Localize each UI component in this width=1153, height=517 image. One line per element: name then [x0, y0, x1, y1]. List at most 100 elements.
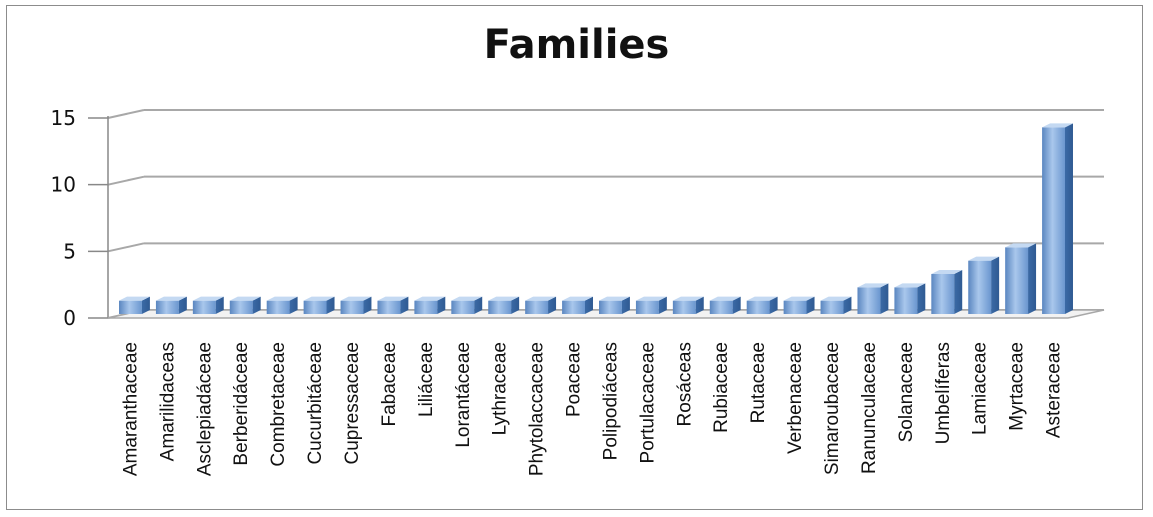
bar: [635, 300, 659, 314]
x-tick-label: Rutaceae: [748, 342, 769, 423]
x-tick-label: Fabaceae: [379, 342, 400, 427]
bar: [746, 300, 770, 314]
x-tick-label: Polipodiáceas: [600, 342, 621, 460]
bar-side: [991, 256, 1000, 314]
bar: [155, 300, 179, 314]
bar: [340, 300, 364, 314]
x-tick-label: Poaceae: [564, 342, 585, 417]
bar: [931, 274, 955, 314]
x-tick-label: Rosáceas: [674, 342, 695, 427]
bar-side: [732, 296, 741, 314]
bar-top: [857, 283, 889, 288]
bar-top: [119, 296, 150, 301]
bar-top: [562, 296, 593, 301]
bar-side: [917, 283, 926, 314]
y-tick-label: 10: [51, 173, 76, 197]
bar-side: [621, 296, 630, 314]
y-tick-label: 15: [51, 106, 76, 130]
bar: [377, 300, 401, 314]
bar: [894, 287, 918, 314]
x-tick-label: Simaroubaceae: [822, 342, 843, 475]
bar: [192, 300, 216, 314]
bar-side: [400, 296, 409, 314]
y-tick-label: 0: [63, 306, 76, 330]
bar: [414, 300, 438, 314]
bar-top: [968, 256, 1000, 261]
bar-top: [783, 296, 815, 301]
bar: [857, 287, 881, 314]
bar-side: [880, 283, 889, 314]
chart-frame: [6, 5, 1143, 510]
bar-top: [414, 296, 446, 301]
bar-side: [1064, 123, 1073, 314]
bar-side: [843, 296, 852, 314]
x-tick-label: Amaranthaceae: [120, 342, 141, 476]
bar-top: [155, 296, 187, 301]
y-tick-label: 5: [63, 239, 76, 263]
x-tick-label: Lamiaceae: [970, 342, 991, 435]
x-tick-label: Phytolaccaceae: [527, 342, 548, 476]
bar-top: [1042, 123, 1073, 128]
bar-side: [584, 296, 593, 314]
x-tick-label: Cupressaceae: [342, 342, 363, 465]
bar-top: [635, 296, 667, 301]
bar-top: [451, 296, 483, 301]
bar-side: [326, 296, 335, 314]
bar: [525, 300, 549, 314]
bar: [820, 300, 844, 314]
bar: [303, 300, 327, 314]
bar: [229, 300, 253, 314]
bar: [1042, 127, 1065, 314]
bar-side: [695, 296, 704, 314]
bar-top: [931, 270, 963, 274]
x-tick-label: Combretaceae: [268, 342, 289, 467]
bar-side: [511, 296, 520, 314]
bar-side: [437, 296, 446, 314]
gridline-side: [107, 242, 145, 253]
bar: [562, 300, 585, 314]
bar: [1005, 247, 1029, 314]
bar: [709, 300, 733, 314]
bar-side: [548, 296, 557, 314]
bar: [119, 300, 142, 314]
bar-side: [1028, 243, 1037, 314]
bar-side: [289, 296, 298, 314]
chart-title: Families: [483, 22, 670, 68]
x-tick-label: Lythraceae: [490, 342, 511, 435]
x-tick-label: Rubiaceae: [711, 342, 732, 433]
bar-side: [474, 296, 483, 314]
bar-side: [141, 296, 150, 314]
bar-top: [709, 296, 741, 301]
bar-top: [303, 296, 335, 301]
x-tick-label: Asteraceae: [1044, 342, 1065, 438]
bar: [968, 260, 992, 314]
x-tick-label: Berberidáceae: [231, 342, 252, 466]
bar-top: [266, 296, 298, 301]
gridline-side: [107, 175, 145, 186]
bar-top: [525, 296, 557, 301]
bar-side: [954, 270, 963, 314]
x-tick-label: Lorantáceae: [453, 342, 474, 448]
bar: [266, 300, 290, 314]
x-tick-label: Myrtaceae: [1007, 342, 1028, 431]
bar-top: [746, 296, 778, 301]
bar-top: [599, 296, 630, 301]
bar-side: [252, 296, 261, 314]
bar: [599, 300, 622, 314]
bar: [488, 300, 512, 314]
x-tick-label: Liliáceae: [416, 342, 437, 417]
bar-top: [894, 283, 926, 288]
x-tick-label: Cucurbitáceae: [305, 342, 326, 465]
bar-side: [806, 296, 815, 314]
x-tick-label: Ranunculaceae: [859, 342, 880, 474]
bar-side: [215, 296, 224, 314]
bar-side: [658, 296, 667, 314]
bar-top: [1005, 243, 1037, 248]
x-tick-label: Umbelíferas: [933, 342, 954, 444]
bar-top: [488, 296, 520, 301]
bar-top: [192, 296, 224, 301]
bar: [783, 300, 807, 314]
bar: [672, 300, 696, 314]
x-tick-label: Portulacaceae: [637, 342, 658, 463]
